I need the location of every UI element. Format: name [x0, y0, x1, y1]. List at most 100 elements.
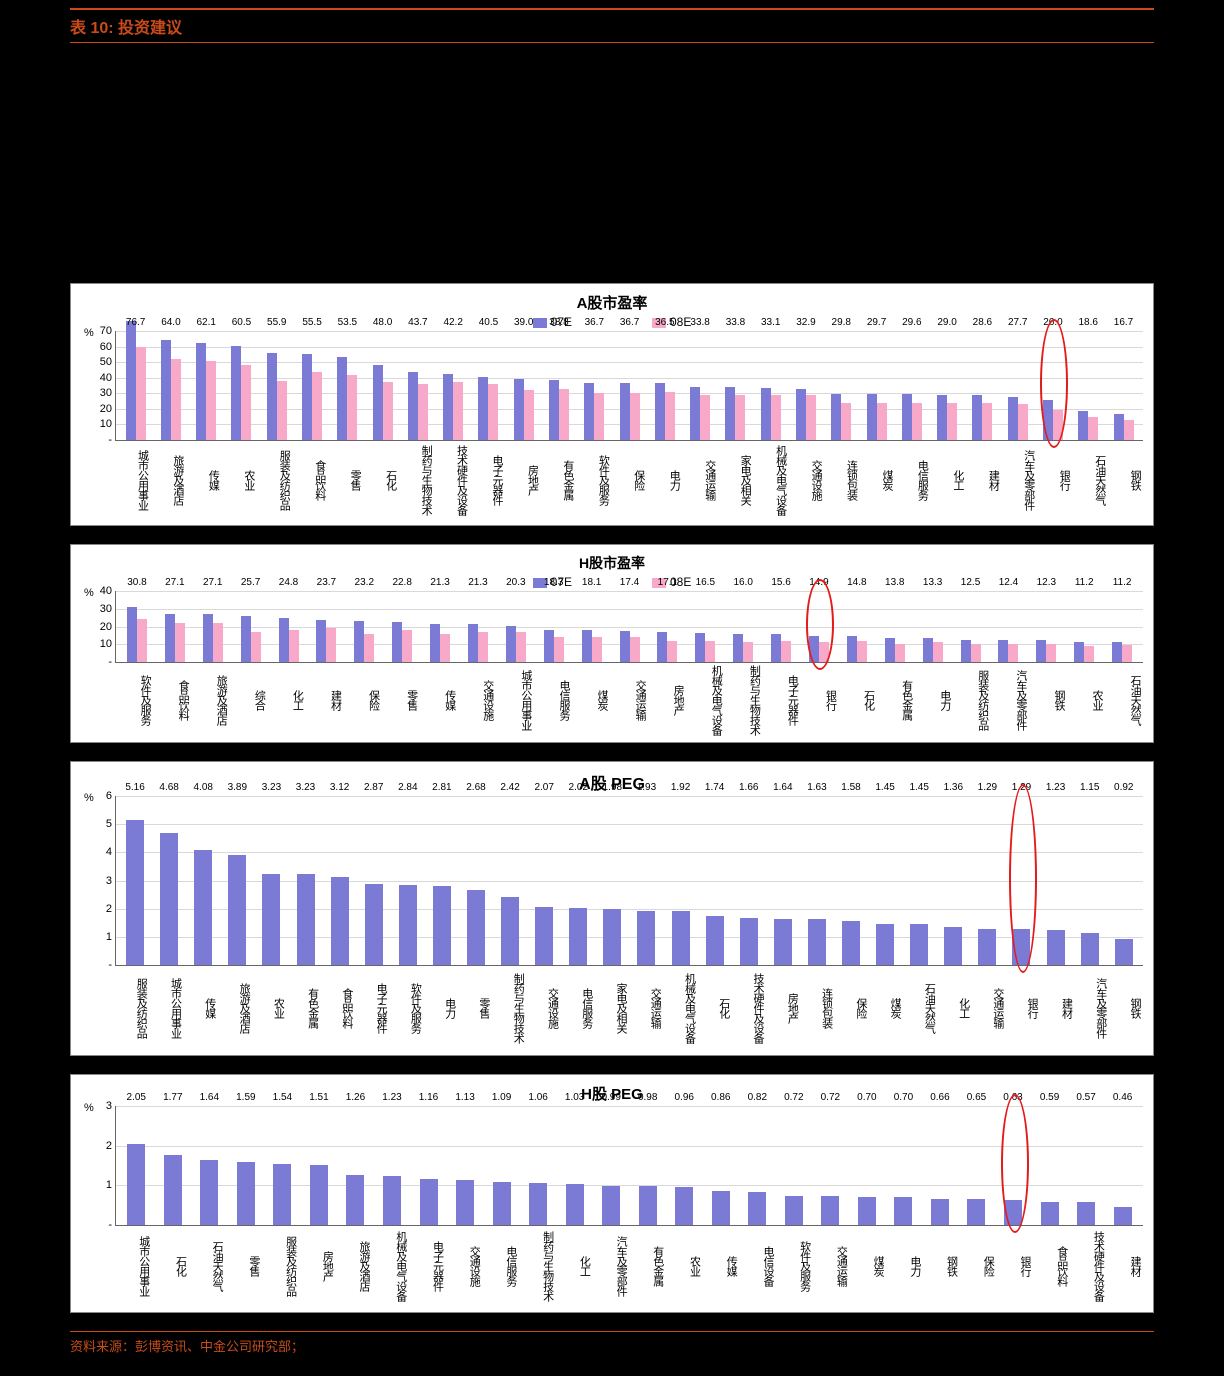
plot-area: -10203040%30.827.127.125.724.823.723.222… [115, 591, 1143, 663]
x-label: 软件及服务 [115, 667, 153, 732]
bar-value-label: 1.23 [382, 1092, 401, 1103]
bar [279, 618, 289, 662]
y-tick: 40 [100, 372, 112, 384]
bar [467, 890, 485, 965]
bar-value-label: 2.02 [569, 782, 588, 793]
bar [127, 1144, 145, 1225]
bar-group: 29.7 [859, 331, 894, 440]
bar-group: 60.5 [224, 331, 259, 440]
bar-value-label: 0.63 [1003, 1092, 1022, 1103]
x-label: 钢铁 [1109, 970, 1143, 1045]
bar-value-label: 3.23 [262, 782, 281, 793]
x-label: 城市公用事业 [149, 970, 183, 1045]
bar-group: 1.09 [483, 1106, 520, 1225]
bar [136, 347, 146, 440]
x-label: 交通设施 [526, 970, 560, 1045]
x-label: 银行 [996, 1230, 1033, 1302]
legend-swatch [533, 318, 547, 328]
x-label: 制药与生物技术 [492, 970, 526, 1045]
bar [514, 379, 524, 440]
bar-group: 16.5 [686, 591, 724, 662]
bar-group: 1.92 [664, 796, 698, 965]
bars-row: 30.827.127.125.724.823.723.222.821.321.3… [116, 591, 1143, 662]
bar-value-label: 18.3 [544, 577, 563, 588]
source-line: 资料来源：彭博资讯、中金公司研究部； [70, 1331, 1154, 1355]
bar-group: 76.7 [118, 331, 153, 440]
x-label: 机械及电气设备 [753, 445, 788, 515]
bar-group: 23.7 [307, 591, 345, 662]
bar-group: 1.23 [374, 1106, 411, 1225]
bar [700, 395, 710, 440]
x-label: 石化 [152, 1230, 189, 1302]
x-label: 交通设施 [458, 667, 496, 732]
bar-group: 0.63 [995, 1106, 1032, 1225]
bar [998, 640, 1008, 662]
bar [808, 919, 826, 965]
bar [931, 1199, 949, 1225]
bar [785, 1196, 803, 1225]
bar-group: 1.03 [556, 1106, 593, 1225]
bar-group: 2.05 [118, 1106, 155, 1225]
bar [1081, 933, 1099, 965]
bar [630, 393, 640, 440]
bar-value-label: 21.3 [468, 577, 487, 588]
table-header: 表 10: 投资建议 [70, 8, 1154, 43]
y-unit: % [84, 1102, 94, 1114]
x-label: 汽车及零部件 [592, 1230, 629, 1302]
bar-group: 1.58 [834, 796, 868, 965]
bar [161, 340, 171, 440]
bar-group: 0.66 [922, 1106, 959, 1225]
bar-value-label: 0.98 [638, 1092, 657, 1103]
chart-title: H股市盈率 [81, 553, 1143, 573]
y-tick: 1 [106, 1179, 112, 1191]
x-label: 交通运输 [610, 667, 648, 732]
bar [961, 640, 971, 662]
bar-value-label: 24.8 [279, 577, 298, 588]
bar [408, 372, 418, 440]
x-label: 煤炭 [849, 1230, 886, 1302]
bar-value-label: 2.07 [534, 782, 553, 793]
bar-group: 40.5 [471, 331, 506, 440]
bar-group: 5.16 [118, 796, 152, 965]
bar [418, 384, 428, 440]
bar-value-label: 0.92 [1114, 782, 1133, 793]
x-label: 交通设施 [789, 445, 824, 515]
bar [806, 395, 816, 440]
x-labels: 城市公用事业旅游及酒店传媒农业服装及纺织品食品饮料零售石化制药与生物技术技术硬件… [115, 445, 1143, 515]
bar-value-label: 1.15 [1080, 782, 1099, 793]
x-label: 传媒 [186, 445, 221, 515]
bar-group: 1.54 [264, 1106, 301, 1225]
spacer [70, 53, 1154, 283]
bar [175, 623, 185, 662]
x-label: 旅游及酒店 [150, 445, 185, 515]
x-label: 汽车及零部件 [1001, 445, 1036, 515]
charts-container: A股市盈率07E08E-10203040506070%76.764.062.16… [70, 283, 1154, 1313]
bar [200, 1160, 218, 1225]
bar-value-label: 18.6 [1079, 317, 1098, 328]
bar [383, 382, 393, 440]
bar-group: 1.66 [732, 796, 766, 965]
y-tick: 1 [106, 931, 112, 943]
header-title: 表 10: 投资建议 [70, 20, 182, 37]
bar [478, 632, 488, 662]
bar [569, 908, 587, 965]
bar-group: 22.8 [383, 591, 421, 662]
bar [1124, 420, 1134, 440]
bar-group: 11.2 [1065, 591, 1103, 662]
bar-value-label: 60.5 [232, 317, 251, 328]
x-labels: 软件及服务食品饮料旅游及酒店综合化工建材保险零售传媒交通设施城市公用事业电信服务… [115, 667, 1143, 732]
bar [529, 1183, 547, 1225]
bar [923, 638, 933, 662]
bar [637, 911, 655, 965]
bar-group: 55.5 [294, 331, 329, 440]
bar-value-label: 16.0 [733, 577, 752, 588]
bar [982, 403, 992, 440]
bar-value-label: 1.59 [236, 1092, 255, 1103]
bars-row: 2.051.771.641.591.541.511.261.231.161.13… [116, 1106, 1143, 1225]
bar-value-label: 12.4 [999, 577, 1018, 588]
bar-group: 33.8 [683, 331, 718, 440]
bar [453, 382, 463, 440]
x-label: 银行 [1037, 445, 1072, 515]
bar-group: 27.7 [1000, 331, 1035, 440]
y-tick: 5 [106, 818, 112, 830]
